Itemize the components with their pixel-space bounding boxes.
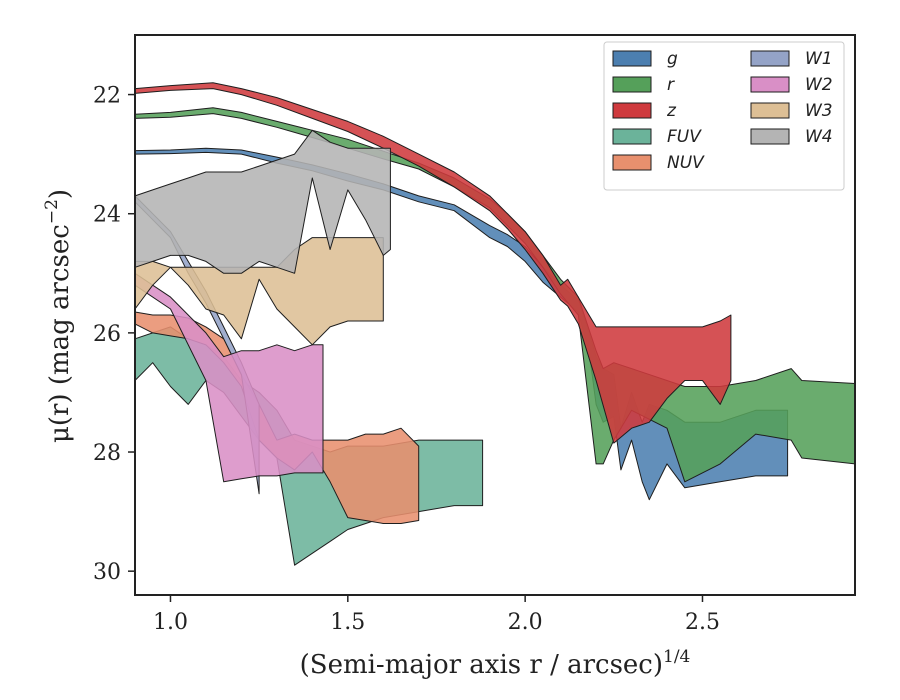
y-tick-label: 26 (93, 322, 121, 347)
series-band-z (134, 82, 732, 444)
legend-label-w2: W2 (805, 75, 833, 95)
x-axis-title: (Semi-major axis r / arcsec)1/4 (300, 647, 691, 680)
legend-label-w1: W1 (805, 49, 833, 69)
series-band-w2 (134, 272, 324, 483)
legend-swatch-w3 (750, 102, 790, 119)
legend-label-w3: W3 (805, 101, 833, 121)
legend-swatch-r (612, 76, 652, 93)
legend-label-g: g (667, 49, 678, 69)
y-axis: 22 24 26 28 30 (93, 84, 135, 585)
legend-label-w4: W4 (805, 127, 833, 147)
x-tick-label: 2.5 (685, 610, 720, 635)
plot-frame (134, 34, 856, 596)
y-tick-label: 22 (93, 84, 121, 109)
series-band-g (134, 147, 789, 501)
x-tick-label: 1.0 (153, 610, 188, 635)
x-tick-label: 2.0 (508, 610, 543, 635)
x-tick-label: 1.5 (330, 610, 365, 635)
legend-label-nuv: NUV (667, 153, 705, 173)
legend-swatch-nuv (612, 154, 652, 171)
legend-swatch-w4 (750, 128, 790, 145)
legend-label-r: r (667, 75, 675, 95)
x-axis: 1.0 1.5 2.0 2.5 (153, 595, 720, 635)
legend-swatch-z (612, 102, 652, 119)
y-tick-label: 28 (93, 441, 121, 466)
legend-swatch-fuv (612, 128, 652, 145)
legend-label-fuv: FUV (667, 127, 702, 147)
legend-swatch-w1 (750, 50, 790, 67)
series-layer (134, 82, 856, 566)
y-tick-label: 30 (93, 560, 121, 585)
series-band-w4 (134, 129, 391, 274)
legend-label-z: z (666, 101, 677, 121)
y-tick-label: 24 (93, 203, 121, 228)
y-axis-title: μ(r) (mag arcsec−2) (42, 189, 75, 443)
legend-swatch-w2 (750, 76, 790, 93)
legend: grz FUV NUV W1 W2 W3 W4 (603, 41, 845, 191)
legend-swatch-g (612, 50, 652, 67)
